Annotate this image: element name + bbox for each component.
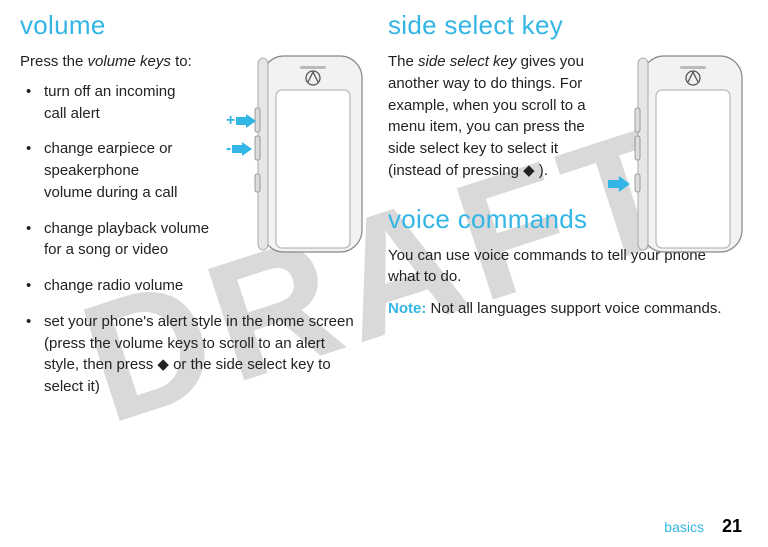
section-title-side-select: side select key bbox=[388, 10, 728, 41]
arrow-right-icon bbox=[232, 142, 252, 156]
phone-illustration-right bbox=[608, 54, 748, 254]
voice-commands-note: Note: Not all languages support voice co… bbox=[388, 298, 728, 320]
note-label: Note: bbox=[388, 300, 426, 317]
arrow-right-icon bbox=[236, 114, 256, 128]
page-footer: basics 21 bbox=[664, 516, 742, 537]
side-select-arrow bbox=[608, 176, 630, 192]
footer-page-number: 21 bbox=[722, 516, 742, 536]
section-title-volume: volume bbox=[20, 10, 360, 41]
para1-pre-text: The bbox=[388, 53, 418, 70]
left-column: volume Press the volume keys to: turn of… bbox=[6, 10, 374, 535]
intro-emphasis: volume keys bbox=[88, 53, 171, 70]
volume-up-arrow: + bbox=[226, 112, 256, 130]
intro-pre-text: Press the bbox=[20, 53, 88, 70]
volume-bullet-item: change earpiece or speakerphone volume d… bbox=[20, 138, 190, 203]
volume-bullet-item: set your phone's alert style in the home… bbox=[20, 311, 360, 398]
intro-post-text: to: bbox=[171, 53, 192, 70]
volume-down-arrow: - bbox=[226, 140, 252, 158]
right-column: side select key The side select key give… bbox=[374, 10, 742, 535]
minus-sign: - bbox=[226, 140, 231, 158]
para1-emphasis: side select key bbox=[418, 53, 516, 70]
para1-post-text: gives you another way to do things. For … bbox=[388, 53, 586, 179]
volume-bullet-item: change radio volume bbox=[20, 275, 360, 297]
plus-sign: + bbox=[226, 112, 235, 130]
side-select-paragraph: The side select key gives you another wa… bbox=[388, 51, 608, 182]
phone-svg bbox=[608, 54, 748, 254]
volume-bullet-item: change playback volume for a song or vid… bbox=[20, 218, 230, 262]
arrow-right-icon bbox=[608, 176, 630, 192]
volume-bullet-item: turn off an incoming call alert bbox=[20, 81, 190, 125]
note-text: Not all languages support voice commands… bbox=[426, 300, 721, 317]
page-content: volume Press the volume keys to: turn of… bbox=[0, 0, 768, 547]
phone-illustration-left: + - bbox=[228, 54, 368, 254]
footer-section-label: basics bbox=[664, 519, 704, 535]
